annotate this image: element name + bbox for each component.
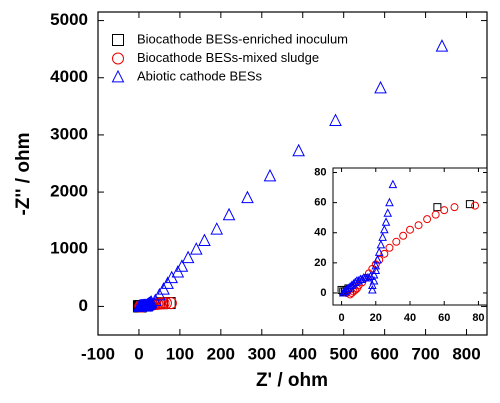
marker-triangle xyxy=(371,265,381,274)
marker-circle xyxy=(431,210,440,219)
marker-circle xyxy=(380,249,389,258)
marker-triangle xyxy=(374,80,387,94)
marker-circle xyxy=(112,52,124,65)
marker-triangle xyxy=(189,242,203,255)
marker-circle xyxy=(440,206,449,215)
marker-triangle xyxy=(388,179,398,189)
marker-circle xyxy=(450,203,459,212)
marker-circle xyxy=(159,297,172,310)
marker-triangle xyxy=(383,208,393,217)
marker-triangle xyxy=(357,274,367,283)
marker-triangle xyxy=(371,260,381,270)
marker-circle xyxy=(399,231,408,240)
marker-triangle xyxy=(329,113,342,126)
marker-circle xyxy=(392,237,401,246)
y-tick-label: 1000 xyxy=(50,239,88,258)
marker-triangle xyxy=(241,190,254,204)
y-tick-label: 0 xyxy=(79,296,88,315)
marker-triangle xyxy=(374,247,384,256)
marker-triangle xyxy=(368,284,377,294)
marker-triangle xyxy=(222,207,236,221)
x-tick-label: 800 xyxy=(452,344,480,363)
marker-triangle xyxy=(181,250,195,264)
marker-triangle xyxy=(368,280,377,290)
marker-triangle xyxy=(373,254,382,264)
marker-circle xyxy=(385,243,394,252)
marker-triangle xyxy=(366,271,375,280)
marker-square xyxy=(465,200,474,209)
y-axis-label: -Z'' / ohm xyxy=(13,133,34,216)
marker-square xyxy=(433,203,442,212)
legend-label: Biocathode BESs-enriched inoculum xyxy=(137,31,348,46)
marker-circle xyxy=(406,225,414,234)
marker-triangle xyxy=(381,217,391,226)
y-tick-label: 20 xyxy=(314,257,326,269)
x-tick-label: 700 xyxy=(411,344,439,363)
x-tick-label: 20 xyxy=(370,312,382,324)
x-tick-label: 0 xyxy=(338,312,344,324)
x-tick-label: 600 xyxy=(370,344,398,363)
marker-circle xyxy=(164,297,177,310)
x-tick-label: 300 xyxy=(248,344,276,363)
marker-triangle xyxy=(144,295,158,308)
y-tick-label: 3000 xyxy=(50,124,88,143)
x-tick-label: 60 xyxy=(438,312,450,324)
x-axis-label: Z' / ohm xyxy=(256,370,328,391)
y-tick-label: 80 xyxy=(314,166,326,178)
x-tick-label: 0 xyxy=(134,344,143,363)
marker-circle xyxy=(414,221,423,230)
x-tick-label: 40 xyxy=(404,312,416,324)
y-tick-label: 4000 xyxy=(50,67,88,86)
marker-triangle xyxy=(369,269,379,279)
marker-circle xyxy=(423,215,432,224)
marker-triangle xyxy=(175,259,189,272)
y-tick-label: 40 xyxy=(314,227,326,239)
marker-triangle xyxy=(380,224,389,234)
y-tick-label: 2000 xyxy=(50,182,88,201)
marker-circle xyxy=(471,201,480,210)
marker-triangle xyxy=(198,233,211,247)
marker-triangle xyxy=(292,143,305,157)
x-tick-label: 500 xyxy=(329,344,357,363)
x-tick-label: 80 xyxy=(472,312,484,324)
x-tick-label: -100 xyxy=(81,344,115,363)
marker-triangle xyxy=(385,197,394,207)
marker-triangle xyxy=(369,275,379,285)
marker-triangle xyxy=(210,222,224,235)
marker-triangle xyxy=(435,39,449,52)
x-tick-label: 100 xyxy=(166,344,194,363)
y-tick-label: 5000 xyxy=(50,10,88,29)
marker-triangle xyxy=(378,232,387,241)
marker-square xyxy=(112,34,124,46)
y-tick-label: 60 xyxy=(314,197,326,209)
marker-triangle xyxy=(376,239,386,249)
y-tick-label: 0 xyxy=(320,287,326,299)
legend-label: Biocathode BESs-mixed sludge xyxy=(137,50,319,65)
marker-triangle xyxy=(263,168,277,182)
marker-triangle xyxy=(111,69,125,83)
x-tick-label: 400 xyxy=(289,344,317,363)
x-tick-label: 200 xyxy=(207,344,235,363)
legend-label: Abiotic cathode BESs xyxy=(137,68,263,83)
